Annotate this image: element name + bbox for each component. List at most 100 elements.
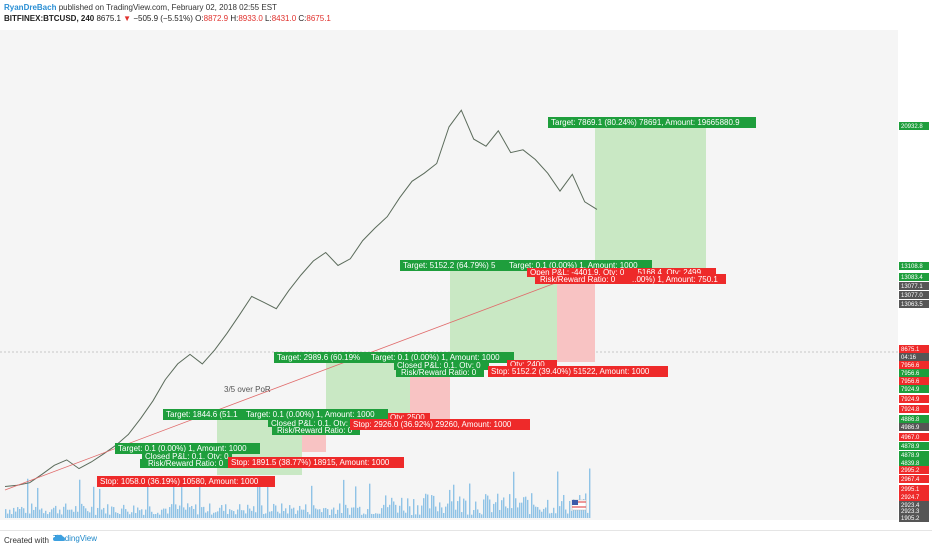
volume-bar xyxy=(237,509,239,518)
volume-bar xyxy=(139,510,141,518)
volume-bar xyxy=(281,503,283,518)
volume-bar xyxy=(361,514,363,518)
volume-bar xyxy=(305,504,307,518)
time-axis[interactable] xyxy=(0,520,898,530)
volume-bar xyxy=(97,507,99,518)
volume-bar xyxy=(433,495,435,518)
volume-bar xyxy=(427,494,429,518)
volume-bar xyxy=(217,511,219,518)
volume-bar xyxy=(129,514,131,518)
trade-2-stop-bg xyxy=(228,457,404,468)
volume-bar xyxy=(515,498,517,518)
volume-bar xyxy=(27,478,29,518)
volume-bar xyxy=(149,506,151,518)
annotation-text: 3/5 over PoR xyxy=(224,385,271,394)
trade-3-target: Target: 2989.6 (60.19% xyxy=(277,353,360,362)
volume-bar xyxy=(117,512,119,518)
volume-bar xyxy=(275,505,277,518)
volume-bar xyxy=(487,495,489,518)
volume-bar xyxy=(259,485,261,518)
volume-bar xyxy=(145,509,147,518)
volume-bar xyxy=(411,514,413,518)
volume-bar xyxy=(99,488,101,518)
price-tag: 2923.4 xyxy=(901,503,920,509)
volume-bar xyxy=(57,513,59,518)
volume-bar xyxy=(213,512,215,518)
volume-bar xyxy=(81,503,83,518)
price-tag: 4986.9 xyxy=(901,425,920,431)
trade-3-stop: Stop: 2926.0 (36.92%) 29260, Amount: 100… xyxy=(353,420,512,429)
price-tag-bg xyxy=(899,385,929,393)
price-tag-bg xyxy=(899,300,929,308)
volume-bar xyxy=(201,507,203,518)
trade-1-labels: Target: 0.1 (0.00%) 1, Amount: 1000 Clos… xyxy=(97,443,275,487)
volume-bar xyxy=(265,513,267,518)
volume-bar xyxy=(417,505,419,518)
price-axis-labels: 20932.8 13108.8 13083.4 13077.1 13077.0 13063… xyxy=(899,122,929,522)
volume-bar xyxy=(69,509,71,518)
volume-bar xyxy=(319,509,321,518)
volume-bar xyxy=(375,513,377,518)
price-tag-bg xyxy=(899,459,929,467)
volume-bar xyxy=(359,506,361,518)
trade-1-target: Target: 0.1 (0.00%) 1, Amount: 1000 xyxy=(118,444,247,453)
volume-bar xyxy=(77,511,79,518)
trade-3-target2: Target: 0.1 (0.00%) 1, Amount: 1000 xyxy=(371,353,500,362)
volume-bar xyxy=(31,503,33,518)
volume-bar xyxy=(215,512,217,518)
price-tag-bg xyxy=(899,514,929,522)
volume-bar xyxy=(277,511,279,518)
volume-bar xyxy=(365,514,367,518)
price-tag-bg xyxy=(899,395,929,403)
trade-2-labels: Target: 1844.6 (51.1 Target: 0.1 (0.00%)… xyxy=(163,409,430,468)
volume-bar xyxy=(293,507,295,518)
author-name[interactable]: RyanDreBach xyxy=(4,3,57,12)
volume-bar xyxy=(423,498,425,518)
volume-bar xyxy=(91,506,93,518)
volume-bar xyxy=(501,500,503,518)
trade-4-amt-bg xyxy=(630,274,726,284)
trade-3-qty-bg xyxy=(507,360,557,368)
volume-bar xyxy=(415,514,417,518)
target-zone-4 xyxy=(595,125,706,270)
volume-bar xyxy=(451,501,453,518)
volume-bar xyxy=(273,503,275,518)
publish-info: published on TradingView.com, February 0… xyxy=(58,3,277,12)
volume-bar xyxy=(131,512,133,518)
volume-bar xyxy=(565,509,567,518)
volume-bar xyxy=(159,514,161,518)
volume-bar xyxy=(391,497,393,518)
volume-bar xyxy=(369,483,371,518)
price-tag-bg xyxy=(899,369,929,377)
volume-bar xyxy=(581,506,583,518)
volume-bar xyxy=(483,499,485,518)
chart-header: RyanDreBach published on TradingView.com… xyxy=(0,0,932,30)
volume-bar xyxy=(123,504,125,518)
price-change: −505.9 (−5.51%) xyxy=(133,14,193,23)
volume-bar xyxy=(137,507,139,518)
volume-bar xyxy=(505,506,507,518)
trade-3-stop-bg xyxy=(350,419,530,430)
chart-svg[interactable]: 20932.8 13108.8 13083.4 13077.1 13077.0 13063… xyxy=(0,30,932,530)
cloud-icon xyxy=(53,534,65,541)
price-tag-bg xyxy=(899,262,929,270)
volume-bar xyxy=(457,501,459,518)
volume-bar xyxy=(247,504,249,518)
trade-4-rr: Risk/Reward Ratio: 0 xyxy=(540,275,616,284)
price-tag: 7924.9 xyxy=(901,397,920,403)
volume-bar xyxy=(491,512,493,518)
volume-bar xyxy=(315,508,317,518)
low-label: L: xyxy=(265,14,272,23)
trade-4-open-bg xyxy=(527,268,631,277)
volume-bar xyxy=(497,493,499,518)
trade-1-target-bg xyxy=(115,443,260,454)
volume-bar xyxy=(171,504,173,518)
volume-bar xyxy=(9,509,11,518)
volume-bar xyxy=(521,502,523,518)
volume-bar xyxy=(393,501,395,518)
price-tag-bg xyxy=(899,433,929,441)
volume-bar xyxy=(79,479,81,518)
chart-area[interactable]: 20932.8 13108.8 13083.4 13077.1 13077.0 13063… xyxy=(0,30,932,530)
tradingview-logo[interactable]: TradingView xyxy=(53,534,97,543)
volume-bar xyxy=(219,507,221,518)
